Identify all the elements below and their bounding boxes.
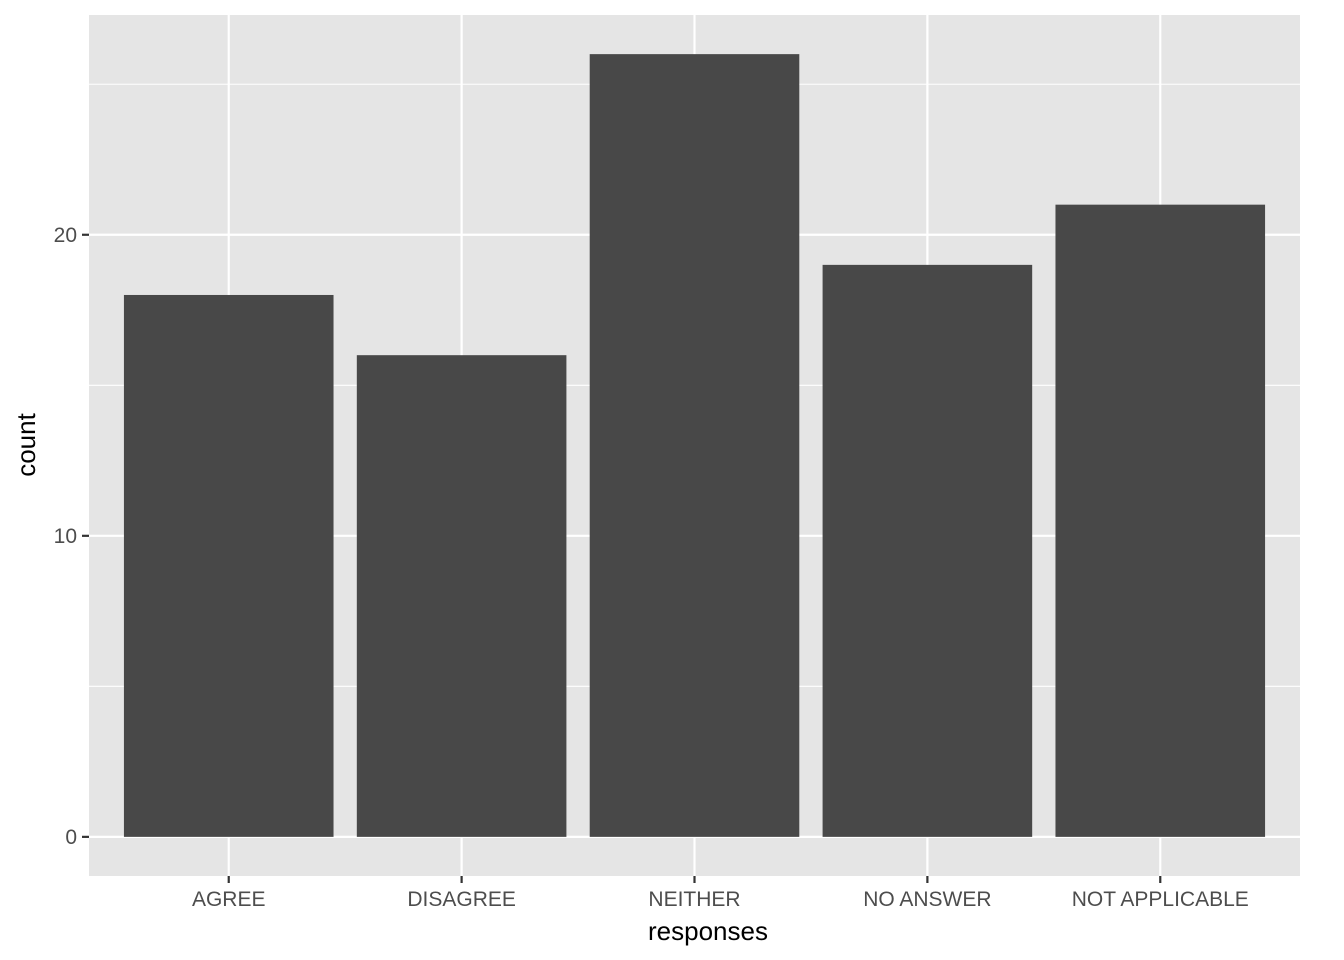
y-tick-label: 10 [54,525,77,548]
x-tick-label: NEITHER [648,888,740,911]
x-tick-label: NO ANSWER [863,888,991,911]
x-tick-label: DISAGREE [407,888,516,911]
x-axis-title: responses [648,916,768,946]
bar-no-answer [822,264,1033,837]
y-tick-label: 0 [65,826,77,849]
bar-not-applicable [1055,204,1266,837]
bar-neither [589,54,800,837]
x-tick-label: AGREE [192,888,266,911]
bar-disagree [356,355,567,837]
x-axis: AGREE DISAGREE NEITHER NO ANSWER NOT APPLICA… [192,876,1249,911]
y-axis-title: count [11,412,41,476]
bar-agree [123,294,334,837]
bars [123,54,1266,837]
y-tick-label: 20 [54,224,77,247]
y-axis: 0 10 20 [54,224,89,849]
x-tick-label: NOT APPLICABLE [1072,888,1249,911]
